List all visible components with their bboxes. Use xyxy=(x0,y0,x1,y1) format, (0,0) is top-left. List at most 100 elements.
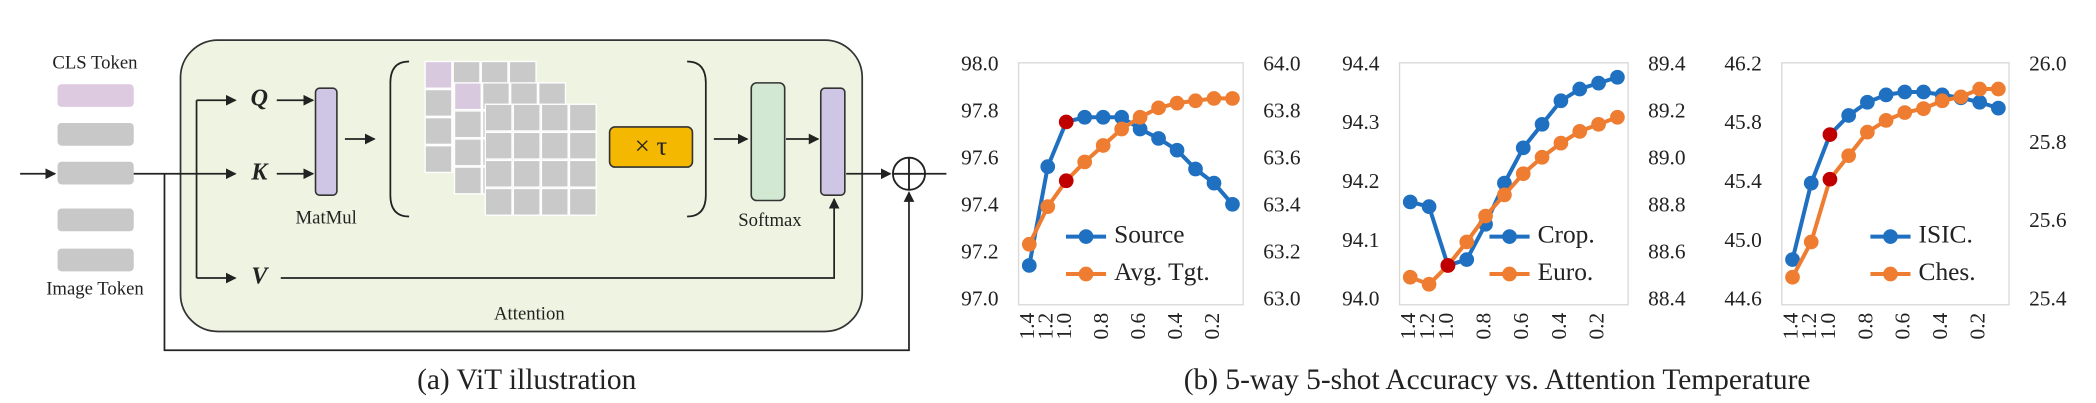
data-point xyxy=(1972,81,1987,97)
attention-map-cell xyxy=(424,88,453,117)
x-tick-label: 0.6 xyxy=(1126,312,1150,339)
cls-token-label: CLS Token xyxy=(52,52,138,73)
x-tick-label: 1.4 xyxy=(1396,312,1420,339)
data-point xyxy=(1188,93,1203,109)
attention-map-cell xyxy=(453,138,482,167)
data-point xyxy=(1225,91,1240,106)
attention-map-cell xyxy=(512,187,541,216)
caption-a: (a) ViT illustration xyxy=(417,364,636,396)
vit-diagram: CLS Token Image Token Q K V MatMul × τ S… xyxy=(20,39,947,396)
x-tick-label: 1.4 xyxy=(1015,312,1039,339)
q-label: Q xyxy=(251,86,268,112)
image-token xyxy=(57,161,134,185)
legend-label: Crop. xyxy=(1538,220,1595,248)
data-point xyxy=(1095,109,1111,125)
v-label: V xyxy=(251,264,269,290)
attention-map-cell xyxy=(424,116,453,146)
data-point xyxy=(1897,105,1913,120)
data-point xyxy=(1785,252,1800,267)
data-point xyxy=(1822,171,1838,187)
y2-tick-label: 63.4 xyxy=(1263,193,1301,217)
matmul-label: MatMul xyxy=(296,208,357,229)
attention-map-cell xyxy=(424,60,453,89)
attention-map-cell xyxy=(540,131,569,160)
data-point xyxy=(1169,142,1185,158)
data-point xyxy=(1440,258,1456,273)
attention-label: Attention xyxy=(494,304,565,325)
data-point xyxy=(1803,175,1819,191)
y-tick-label: 45.8 xyxy=(1724,110,1761,134)
bracket-right xyxy=(687,60,707,218)
data-point xyxy=(1785,269,1800,285)
x-tick-label: 1.2 xyxy=(1797,313,1821,340)
caption-b: (b) 5-way 5-shot Accuracy vs. Attention … xyxy=(1184,364,1811,396)
y2-tick-label: 64.0 xyxy=(1263,51,1300,75)
data-point xyxy=(1058,114,1074,130)
data-point xyxy=(1610,69,1625,85)
y-tick-label: 97.8 xyxy=(961,98,998,122)
data-point xyxy=(1151,100,1166,116)
attention-map-cell xyxy=(568,187,597,216)
y2-tick-label: 88.8 xyxy=(1648,193,1685,217)
data-point xyxy=(1860,94,1875,110)
y2-tick-label: 89.0 xyxy=(1648,146,1685,170)
x-tick-label: 1.0 xyxy=(1434,313,1458,340)
y2-tick-label: 63.8 xyxy=(1263,98,1300,122)
x-tick-label: 0.6 xyxy=(1509,312,1533,339)
image-token xyxy=(57,208,134,232)
attention-map-cell xyxy=(568,131,597,160)
data-point xyxy=(1991,81,2006,97)
data-point xyxy=(1188,161,1203,177)
data-point xyxy=(1095,138,1111,153)
y2-tick-label: 89.4 xyxy=(1648,51,1686,75)
x-tick-label: 1.2 xyxy=(1415,313,1439,340)
scale-label: × τ xyxy=(635,131,668,161)
data-point xyxy=(1114,121,1129,137)
data-point xyxy=(1021,236,1037,252)
x-tick-label: 0.8 xyxy=(1089,313,1113,340)
y2-tick-label: 63.6 xyxy=(1263,146,1301,170)
attention-map-cell xyxy=(540,159,569,188)
attention-map-cell xyxy=(540,187,569,216)
y-tick-label: 97.6 xyxy=(961,146,999,170)
bracket-left xyxy=(389,60,410,218)
data-point xyxy=(1459,252,1475,267)
cls-token xyxy=(57,84,134,107)
data-point xyxy=(1402,269,1418,285)
legend-swatch-marker xyxy=(1883,266,1898,282)
attention-map-cell xyxy=(453,166,482,195)
data-point xyxy=(1169,95,1185,111)
data-point xyxy=(1151,131,1166,146)
data-point xyxy=(1860,124,1875,140)
x-tick-label: 1.4 xyxy=(1778,312,1802,339)
data-point xyxy=(1114,109,1129,125)
y-tick-label: 94.4 xyxy=(1342,51,1380,75)
y2-tick-label: 25.6 xyxy=(2029,208,2067,232)
image-token xyxy=(57,122,134,146)
data-point xyxy=(1077,109,1093,125)
residual-line xyxy=(163,173,915,352)
y2-tick-label: 63.0 xyxy=(1263,287,1300,311)
legend-swatch-marker xyxy=(1883,229,1898,244)
y2-tick-label: 63.2 xyxy=(1263,240,1300,264)
data-point xyxy=(1497,187,1512,203)
data-point xyxy=(1572,124,1588,139)
y-tick-label: 97.2 xyxy=(961,240,998,264)
y2-tick-label: 25.4 xyxy=(2029,287,2067,311)
x-tick-label: 0.4 xyxy=(1163,312,1187,339)
data-point xyxy=(1534,116,1550,132)
y-tick-label: 44.6 xyxy=(1724,287,1762,311)
attention-map-cell xyxy=(424,145,453,174)
plot-frame xyxy=(1017,62,1244,306)
y-tick-label: 97.4 xyxy=(961,193,999,217)
matmul-block xyxy=(314,87,338,196)
x-tick-label: 0.2 xyxy=(1584,313,1608,340)
data-point xyxy=(1040,199,1056,214)
data-point xyxy=(1916,101,1931,116)
data-point xyxy=(1040,159,1056,175)
image-token xyxy=(57,248,134,272)
data-point xyxy=(1553,93,1569,109)
attention-map-cell xyxy=(484,159,513,188)
y2-tick-label: 88.4 xyxy=(1648,287,1686,311)
